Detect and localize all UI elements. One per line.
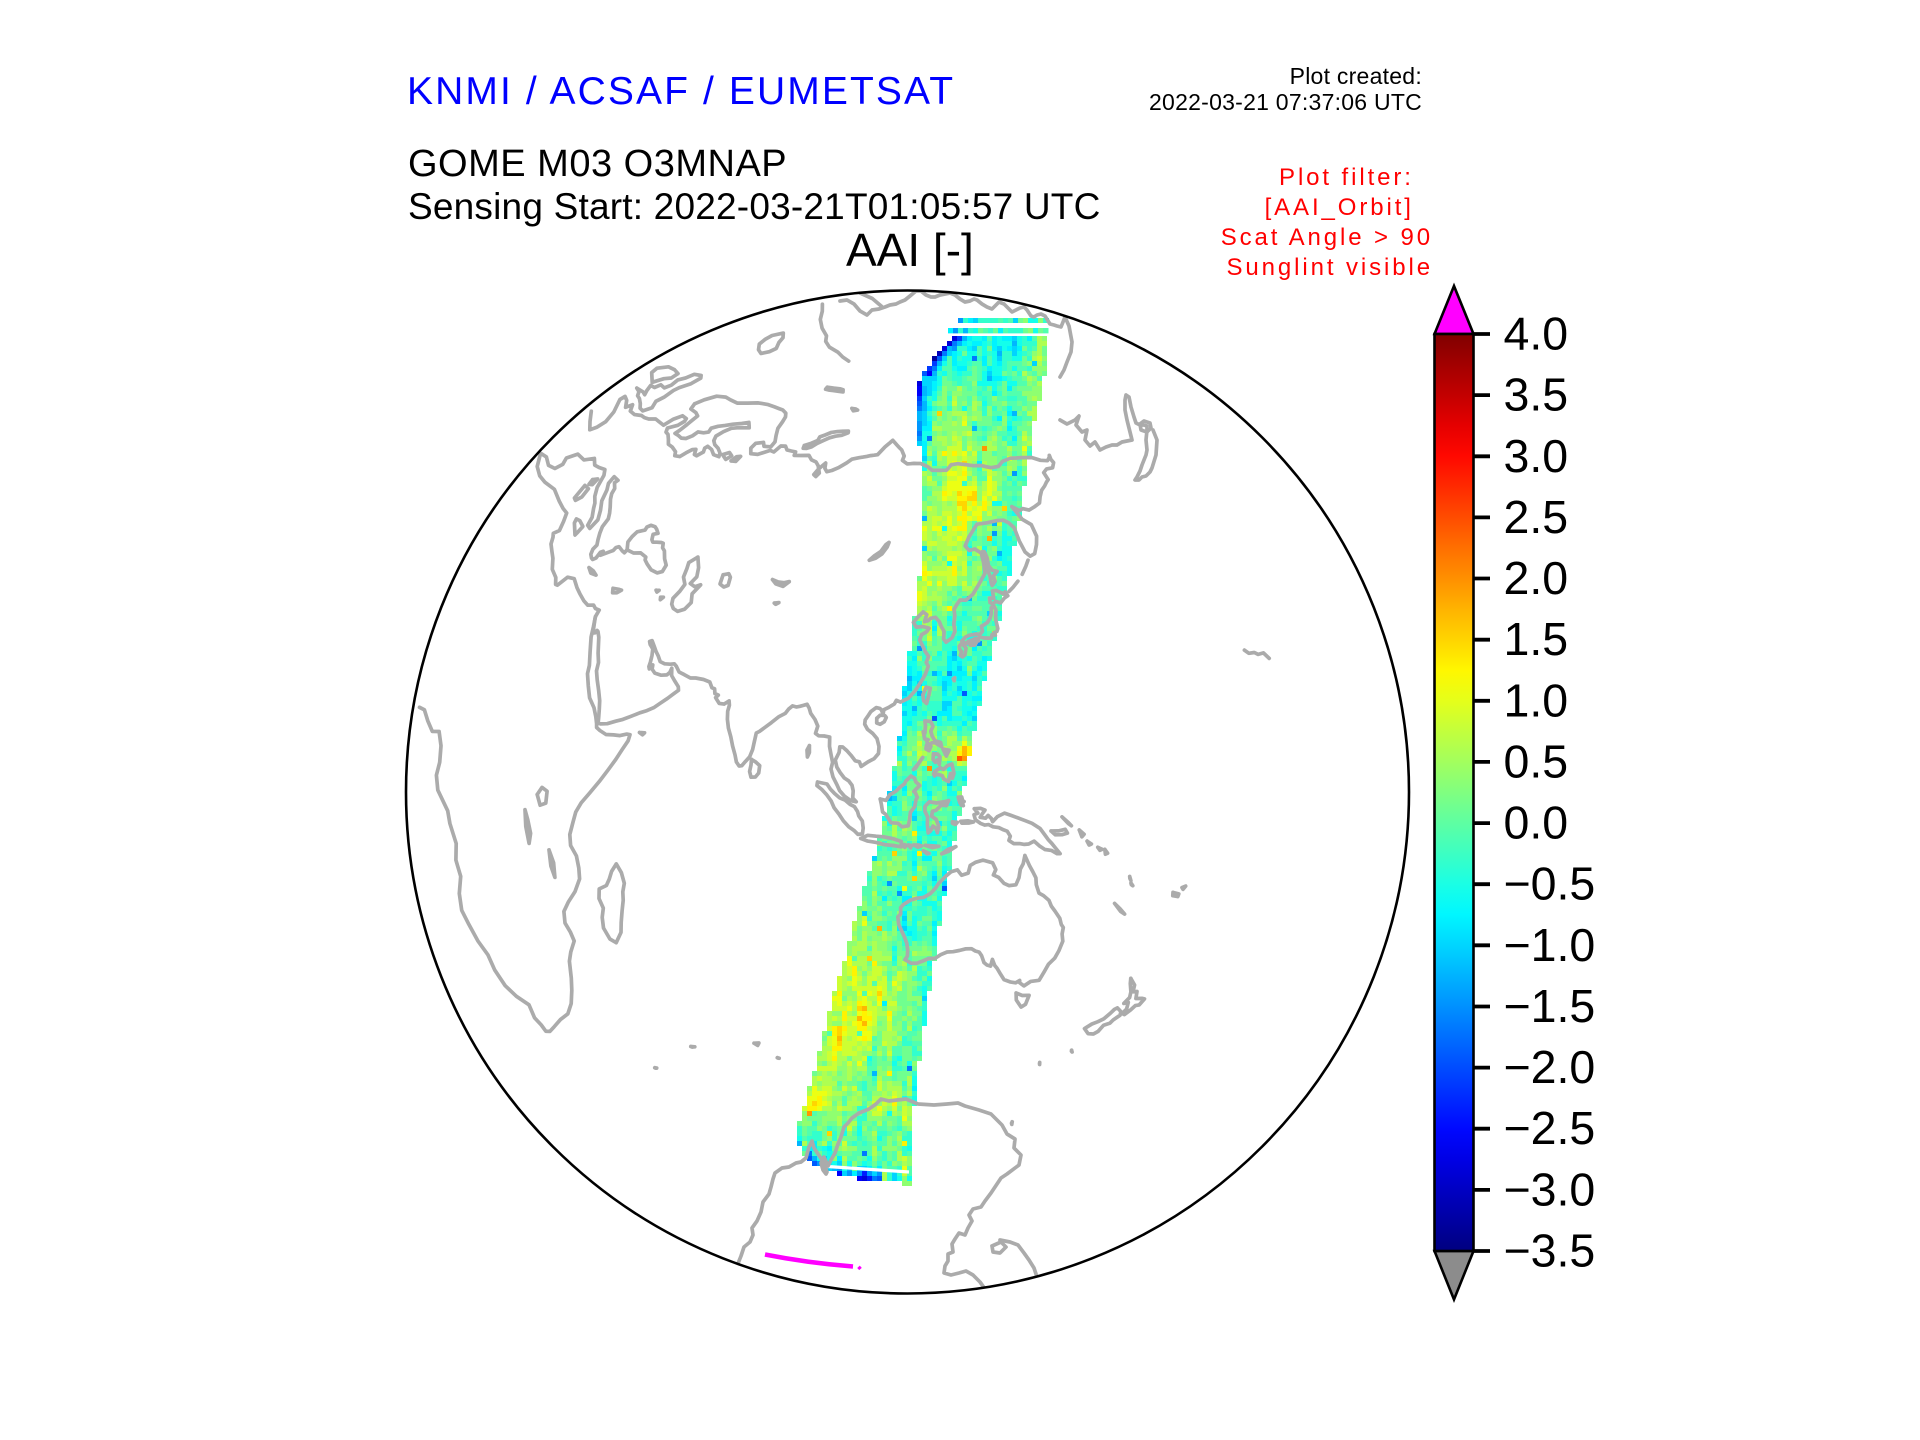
svg-text:4.0: 4.0 bbox=[1504, 308, 1569, 360]
svg-text:−1.5: −1.5 bbox=[1504, 980, 1596, 1032]
svg-text:−1.0: −1.0 bbox=[1504, 919, 1596, 971]
svg-text:−2.0: −2.0 bbox=[1504, 1041, 1596, 1093]
svg-text:−3.0: −3.0 bbox=[1504, 1163, 1596, 1215]
svg-text:2.5: 2.5 bbox=[1504, 491, 1569, 543]
svg-text:−2.5: −2.5 bbox=[1504, 1102, 1596, 1154]
svg-text:3.5: 3.5 bbox=[1504, 369, 1569, 421]
svg-text:3.0: 3.0 bbox=[1504, 430, 1569, 482]
svg-text:2.0: 2.0 bbox=[1504, 552, 1569, 604]
svg-text:0.5: 0.5 bbox=[1504, 735, 1569, 787]
svg-text:−0.5: −0.5 bbox=[1504, 858, 1596, 910]
svg-text:−3.5: −3.5 bbox=[1504, 1225, 1596, 1277]
svg-text:0.0: 0.0 bbox=[1504, 797, 1569, 849]
svg-text:1.0: 1.0 bbox=[1504, 674, 1569, 726]
svg-text:1.5: 1.5 bbox=[1504, 613, 1569, 665]
